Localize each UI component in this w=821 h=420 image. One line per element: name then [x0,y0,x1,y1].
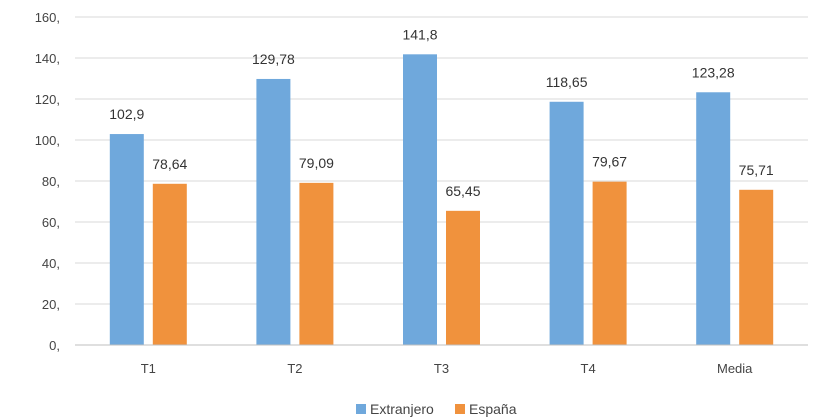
x-tick-label: T3 [434,361,449,376]
y-tick-label: 120, [35,92,60,107]
bar-extranjero-t3 [403,54,437,346]
data-label: 129,78 [252,51,295,67]
bar-espana-t4 [592,181,627,345]
bar-espana-t2 [299,182,334,345]
x-tick-label: T4 [581,361,596,376]
y-tick-label: 0, [49,338,60,353]
x-tick-label: T2 [287,361,302,376]
legend-swatch [356,404,366,414]
gridlines [75,16,808,346]
y-tick-label: 60, [42,215,60,230]
bar-extranjero-media [696,92,731,345]
bar-extranjero-t1 [109,134,144,345]
data-label: 123,28 [692,64,735,80]
bar-espana-t3 [446,210,480,345]
data-label: 102,9 [109,106,144,122]
data-label: 79,67 [592,154,627,170]
data-label: 65,45 [445,183,480,199]
data-label: 75,71 [739,162,774,178]
bars [109,54,774,346]
data-label: 118,65 [546,74,588,90]
bar-extranjero-t2 [256,78,291,346]
legend-label: Extranjero [370,401,434,417]
bar-espana-t1 [152,183,187,345]
y-tick-label: 20, [42,297,60,312]
y-axis: 0, 20, 40, 60, 80, 100, 120, 140, 160, [35,10,60,353]
x-tick-label: T1 [141,361,156,376]
data-label: 141,8 [402,26,437,42]
x-axis: T1 T2 T3 T4 Media [75,344,808,376]
y-tick-label: 80, [42,174,60,189]
legend-swatch [455,404,465,414]
y-tick-label: 40, [42,256,60,271]
x-tick-label: Media [717,361,753,376]
data-labels: 102,9 78,64 129,78 79,09 141,8 65,45 118,65 79,… [109,26,774,199]
legend-label: España [469,401,517,417]
y-tick-label: 100, [35,133,60,148]
y-tick-label: 140, [35,51,60,66]
bar-espana-media [739,189,774,345]
y-tick-label: 160, [35,10,60,25]
data-label: 78,64 [152,156,187,172]
data-label: 79,09 [299,155,334,171]
legend: Extranjero España [356,401,517,417]
bar-extranjero-t4 [549,101,584,345]
